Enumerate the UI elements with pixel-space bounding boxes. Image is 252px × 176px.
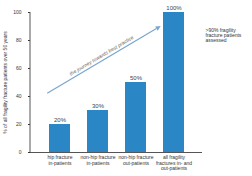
svg-text:hip fracturein-patients: hip fracturein-patients xyxy=(47,154,72,166)
svg-text:the journey towards best pract: the journey towards best practice xyxy=(68,34,134,77)
svg-text:100: 100 xyxy=(13,9,22,15)
svg-text:40: 40 xyxy=(16,93,22,99)
svg-text:% of all fragility fracture pa: % of all fragility fracture patients ove… xyxy=(2,31,8,134)
svg-text:20: 20 xyxy=(16,121,22,127)
svg-text:60: 60 xyxy=(16,65,22,71)
svg-text:80: 80 xyxy=(16,37,22,43)
svg-text:non-hip fractureout-patients: non-hip fractureout-patients xyxy=(118,154,153,166)
svg-text:0: 0 xyxy=(19,149,22,155)
svg-text:100%: 100% xyxy=(166,5,182,11)
svg-text:>90% fragilityfracture patient: >90% fragilityfracture patientsassessed xyxy=(206,27,242,43)
svg-text:all fragilityfractures in- and: all fragilityfractures in- andout-patien… xyxy=(156,154,192,171)
svg-text:20%: 20% xyxy=(54,117,67,123)
svg-text:30%: 30% xyxy=(92,103,105,109)
svg-text:non-hip fracturein-patients: non-hip fracturein-patients xyxy=(80,154,115,166)
svg-text:50%: 50% xyxy=(130,75,143,81)
